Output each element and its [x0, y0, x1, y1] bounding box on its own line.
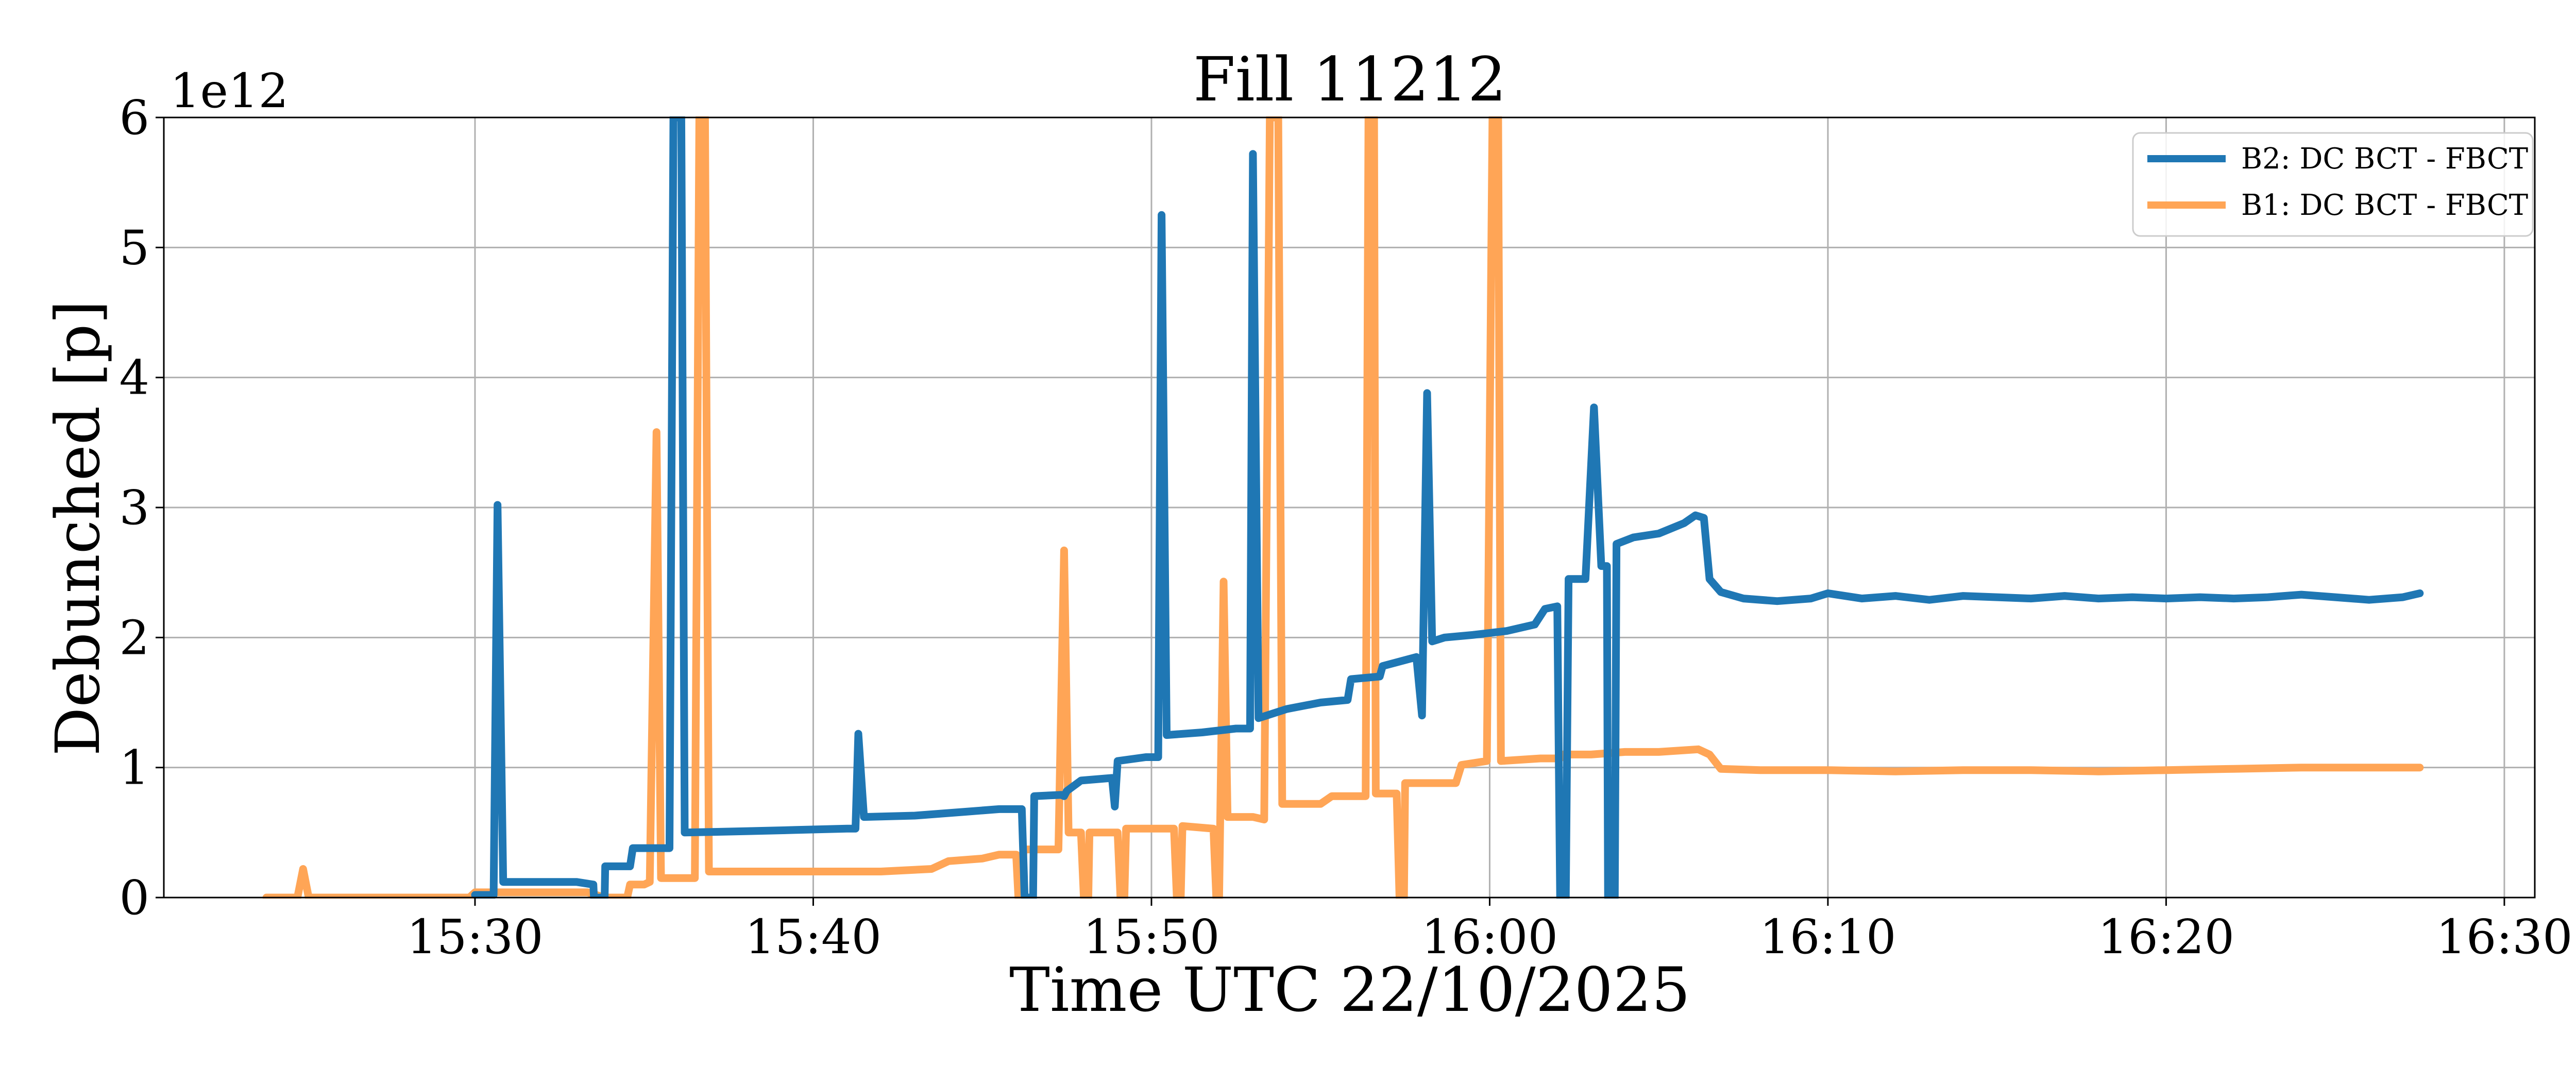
y-tick-label: 6 — [119, 90, 149, 145]
y-tick-label: 2 — [119, 610, 149, 665]
legend: B2: DC BCT - FBCT B1: DC BCT - FBCT — [2132, 132, 2534, 237]
y-axis-ticks: 0 1 2 3 4 5 6 — [119, 90, 164, 925]
x-tick-label: 15:40 — [745, 909, 882, 965]
series-line-b2 — [471, 116, 2424, 899]
legend-box — [2132, 132, 2534, 237]
x-tick-label: 16:20 — [2098, 909, 2234, 965]
x-tick-label: 16:30 — [2436, 909, 2572, 965]
x-axis-label: Time UTC 22/10/2025 — [1009, 954, 1690, 1025]
y-tick-label: 0 — [119, 870, 149, 925]
plot-series — [262, 116, 2424, 899]
x-tick-label: 16:00 — [1421, 909, 1558, 965]
y-axis-offset-label: 1e12 — [170, 63, 289, 119]
chart-title: Fill 11212 — [1193, 44, 1506, 115]
y-tick-label: 1 — [119, 740, 149, 796]
x-tick-label: 16:10 — [1759, 909, 1896, 965]
y-tick-label: 5 — [119, 220, 149, 275]
y-tick-label: 3 — [119, 480, 149, 535]
legend-label-b1: B1: DC BCT - FBCT — [2241, 189, 2528, 222]
y-tick-label: 4 — [119, 350, 149, 405]
legend-label-b2: B2: DC BCT - FBCT — [2241, 142, 2528, 176]
x-axis-ticks: 15:30 15:40 15:50 16:00 16:10 16:20 16:30 — [406, 898, 2572, 965]
y-axis-label: Debunched [p] — [42, 300, 113, 756]
x-tick-label: 15:50 — [1083, 909, 1219, 965]
x-tick-label: 15:30 — [406, 909, 543, 965]
